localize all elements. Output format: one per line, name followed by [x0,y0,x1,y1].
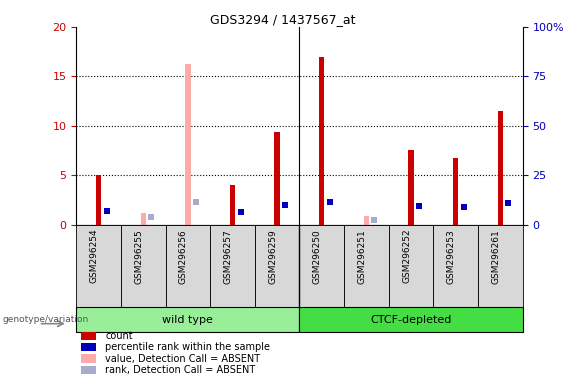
Text: GSM296254: GSM296254 [90,229,98,283]
Bar [81,343,97,351]
Bar [185,65,190,225]
Bar [76,225,121,307]
Bar [96,175,101,225]
Bar [299,225,344,307]
Bar [255,225,299,307]
Bar [121,225,166,307]
Bar [81,366,97,374]
Text: GSM296252: GSM296252 [402,229,411,283]
Bar [364,216,369,225]
Bar [230,185,235,225]
Bar [319,56,324,225]
Bar [81,354,97,363]
Text: GSM296253: GSM296253 [447,229,455,283]
Bar [141,213,146,225]
Text: percentile rank within the sample: percentile rank within the sample [105,342,270,352]
Text: GSM296250: GSM296250 [313,229,322,283]
Bar [81,332,97,340]
Bar [433,225,478,307]
Bar [210,225,255,307]
Text: GDS3294 / 1437567_at: GDS3294 / 1437567_at [210,13,355,26]
Bar [299,307,523,332]
Bar [166,225,210,307]
Bar [408,151,414,225]
Text: genotype/variation: genotype/variation [3,315,89,324]
Text: value, Detection Call = ABSENT: value, Detection Call = ABSENT [105,354,260,364]
Bar [275,132,280,225]
Bar [453,158,458,225]
Text: GSM296255: GSM296255 [134,229,144,283]
Text: CTCF-depleted: CTCF-depleted [370,314,452,325]
Bar [76,307,299,332]
Text: GSM296257: GSM296257 [224,229,233,283]
Text: rank, Detection Call = ABSENT: rank, Detection Call = ABSENT [105,365,255,375]
Text: GSM296251: GSM296251 [358,229,367,283]
Text: count: count [105,331,133,341]
Bar [344,225,389,307]
Bar [478,225,523,307]
Text: GSM296256: GSM296256 [179,229,188,283]
Text: wild type: wild type [162,314,214,325]
Bar [498,111,503,225]
Text: GSM296261: GSM296261 [492,229,501,283]
Bar [389,225,433,307]
Text: GSM296259: GSM296259 [268,229,277,283]
